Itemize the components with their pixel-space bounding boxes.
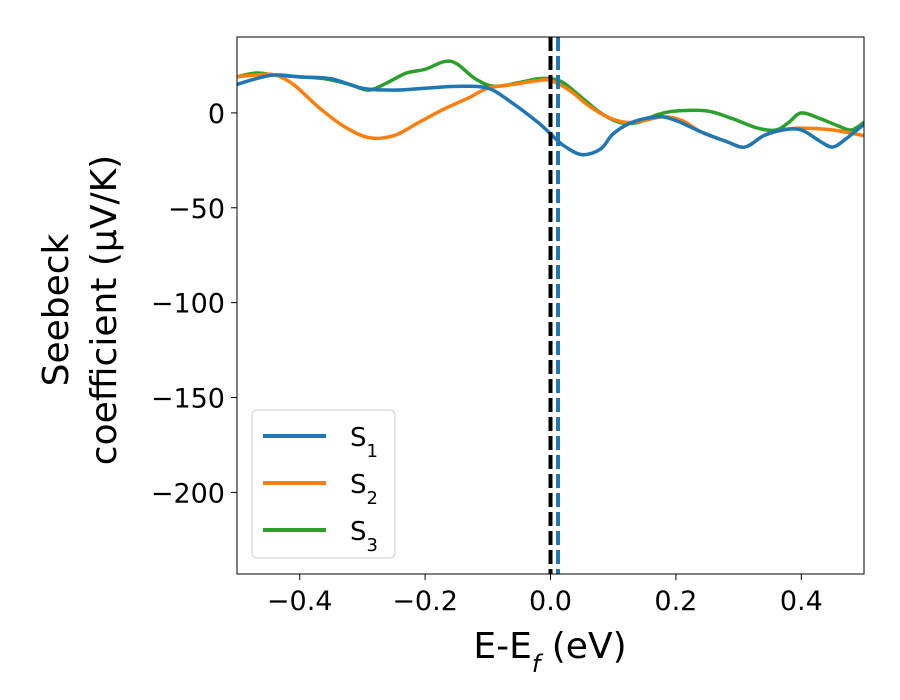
y-tick-label: −150 <box>151 384 225 415</box>
y-tick-label: 0 <box>208 99 225 130</box>
legend: S1 S2 S3 <box>251 409 396 559</box>
x-axis: −0.4 −0.2 0.0 0.2 0.4 <box>267 574 823 617</box>
series-line-s1 <box>237 73 864 157</box>
y-tick-label: −100 <box>151 289 225 320</box>
x-tick-label: −0.4 <box>267 586 333 617</box>
legend-label-s2: S2 <box>350 470 378 509</box>
legend-label-s3: S3 <box>350 517 378 556</box>
y-axis: 0 −50 −100 −150 −200 <box>151 99 237 509</box>
x-tick-label: 0.2 <box>654 586 697 617</box>
x-tick-label: −0.2 <box>392 586 458 617</box>
y-tick-label: −200 <box>151 478 225 509</box>
y-tick-label: −50 <box>168 194 225 225</box>
y-axis-label-line2: coefficient (μV/K) <box>84 155 125 465</box>
legend-label-s1: S1 <box>350 423 378 462</box>
x-axis-label: E-Ef (eV) <box>473 626 626 678</box>
y-axis-label-line1: Seebeck <box>36 233 77 386</box>
x-tick-label: 0.0 <box>529 586 572 617</box>
y-axis-label: Seebeck coefficient (μV/K) <box>36 155 125 465</box>
x-tick-label: 0.4 <box>780 586 823 617</box>
vline-layer <box>548 37 561 574</box>
